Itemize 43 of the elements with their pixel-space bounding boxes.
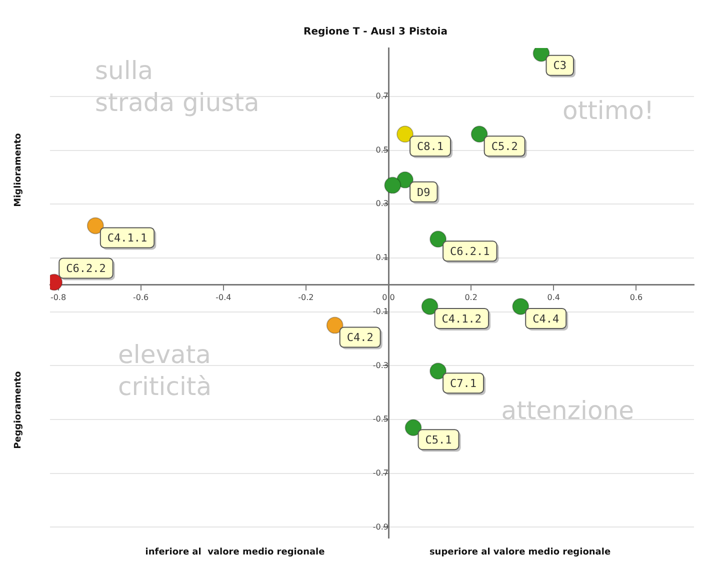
text: superiore al valore medio regionale [429,547,611,558]
x-tick-label: -0.8 [50,292,66,302]
series-label: C6.2.2 [66,262,106,276]
y-tick-label: -0.5 [372,414,389,424]
point [430,362,447,380]
point [512,298,530,315]
series-label: D9 [417,186,430,199]
x-tick-label: -0.4 [216,292,232,302]
point [470,126,488,143]
point [404,419,422,436]
series-label: C4.2 [346,331,374,344]
series-label: C8.1 [417,140,444,154]
y-tick-label: 0.7 [376,92,389,101]
series-label: C3 [553,59,567,72]
y-tick-label: -0.1 [372,306,389,316]
y-tick-label: 0.1 [376,253,389,262]
x-tick-label: -0.2 [298,292,314,302]
x-tick-label: 0.6 [630,292,643,302]
point [430,230,447,248]
series-label: C5.1 [425,433,452,446]
point [86,217,104,234]
text: inferiore al valore medio regionale [145,547,325,558]
chart-title: Regione T - Ausl 3 Pistoia [304,26,448,38]
x-tick-label: 0.2 [464,292,478,302]
point [326,316,344,334]
series-label: C6.2.1 [450,245,490,258]
text: Miglioramento [13,133,24,207]
y-tick-label: -0.7 [372,468,389,478]
point [384,176,402,194]
x-tick-label: 0.4 [547,292,560,302]
x-tick-label: -0.6 [133,292,149,302]
series-label: C4.4 [532,312,560,326]
point [421,298,438,315]
y-tick-label: 0.3 [376,199,389,208]
y-tick-label: 0.5 [376,145,389,154]
y-tick-label: -0.3 [372,360,389,370]
y-tick-label: -0.9 [372,522,389,532]
series-label: C5.2 [491,140,518,154]
series-label: C4.1.1 [107,232,148,245]
point [396,126,414,143]
series-label: C7.1 [450,376,477,390]
series-label: C4.1.2 [442,312,482,326]
text: Peggioramento [13,371,24,449]
